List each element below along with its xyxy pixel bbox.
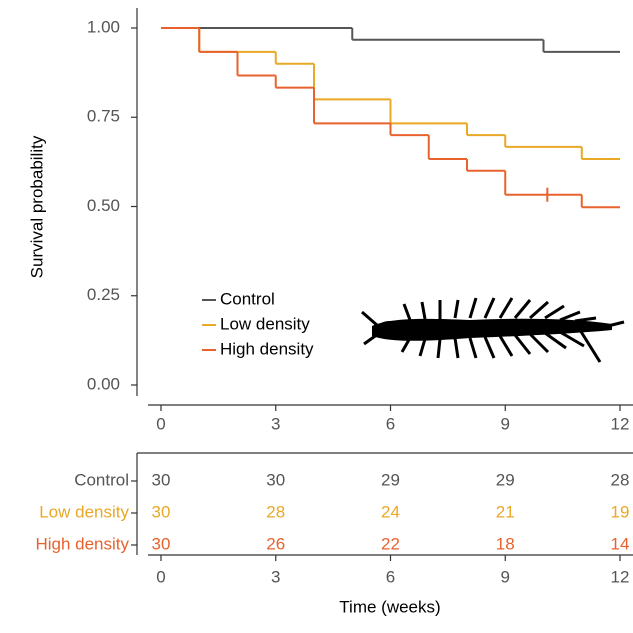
risk-count: 19 [611,502,630,521]
x-tick-label: 6 [386,567,395,586]
x-tick-label: 3 [271,567,280,586]
centipede-silhouette [361,297,625,363]
y-axis-title: Survival probability [27,135,46,278]
risk-count: 24 [381,502,400,521]
risk-count: 22 [381,534,400,553]
x-tick-label: 6 [386,414,395,433]
x-tick-label: 9 [501,414,510,433]
y-tick-label: 1.00 [87,17,120,36]
risk-row-label: Control [74,470,129,489]
risk-count: 21 [496,502,515,521]
risk-count: 28 [266,502,285,521]
risk-row-label: Low density [39,502,129,521]
y-tick-label: 0.25 [87,285,120,304]
x-tick-label: 3 [271,414,280,433]
risk-count: 30 [152,470,171,489]
legend-label: High density [220,339,314,358]
risk-count: 18 [496,534,515,553]
risk-count: 30 [152,534,171,553]
risk-count: 29 [381,470,400,489]
risk-count: 30 [152,502,171,521]
x-axis-title: Time (weeks) [339,597,440,616]
legend-label: Low density [220,314,310,333]
x-tick-label: 0 [156,567,165,586]
x-tick-label: 12 [611,567,630,586]
risk-count: 26 [266,534,285,553]
risk-row-label: High density [35,534,129,553]
legend-label: Control [220,289,275,308]
x-tick-label: 12 [611,414,630,433]
x-tick-label: 0 [156,414,165,433]
y-tick-label: 0.75 [87,107,120,126]
risk-count: 14 [611,534,630,553]
risk-count: 29 [496,470,515,489]
x-tick-label: 9 [501,567,510,586]
risk-count: 30 [266,470,285,489]
risk-count: 28 [611,470,630,489]
y-tick-label: 0.00 [87,374,120,393]
y-tick-label: 0.50 [87,196,120,215]
